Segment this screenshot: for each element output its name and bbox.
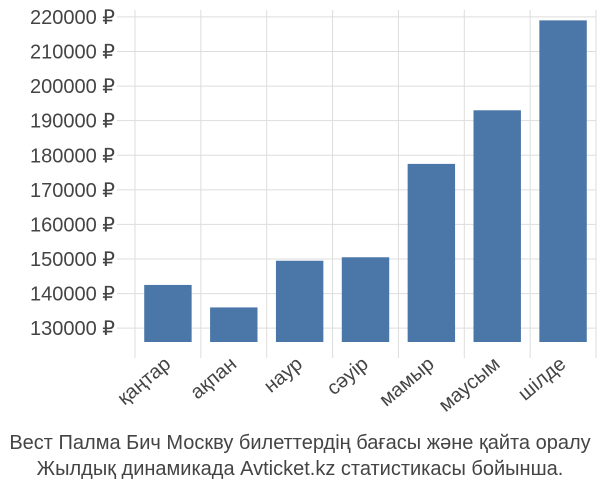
bar-шілде: [539, 20, 587, 342]
x-tick-label: маусым: [435, 353, 505, 416]
y-tick-label: 180000 ₽: [30, 145, 115, 167]
y-tick-label: 160000 ₽: [30, 214, 115, 236]
bar-ақпан: [210, 307, 258, 342]
x-tick-label: қаңтар: [113, 353, 175, 410]
y-tick-label: 130000 ₽: [30, 318, 115, 340]
y-axis-tick-labels: 130000 ₽ 140000 ₽ 150000 ₽ 160000 ₽ 170000 ₽…: [30, 7, 115, 340]
chart-caption-line-2: Жылдық динамикада Avticket.kz статистика…: [36, 458, 564, 480]
x-tick-label: мамыр: [375, 353, 438, 411]
x-tick-label: наур: [260, 353, 307, 397]
y-tick-label: 200000 ₽: [30, 76, 115, 98]
bars: [144, 20, 587, 343]
y-tick-label: 170000 ₽: [30, 180, 115, 202]
bar-сәуір: [341, 257, 390, 342]
y-tick-label: 210000 ₽: [30, 42, 115, 64]
y-tick-label: 140000 ₽: [30, 284, 115, 306]
bar-маусым: [473, 110, 521, 343]
bar-мамыр: [407, 163, 456, 342]
bar-қаңтар: [144, 284, 192, 342]
x-tick-label: ақпан: [186, 353, 241, 404]
x-tick-label: шілде: [514, 353, 570, 405]
y-tick-label: 150000 ₽: [30, 249, 115, 271]
y-tick-label: 190000 ₽: [30, 111, 115, 133]
bar-наур: [275, 260, 324, 342]
chart-caption-line-1: Вест Палма Бич Москву билеттердің бағасы…: [9, 432, 591, 454]
x-tick-label: сәуір: [323, 353, 373, 400]
y-tick-label: 220000 ₽: [30, 7, 115, 29]
